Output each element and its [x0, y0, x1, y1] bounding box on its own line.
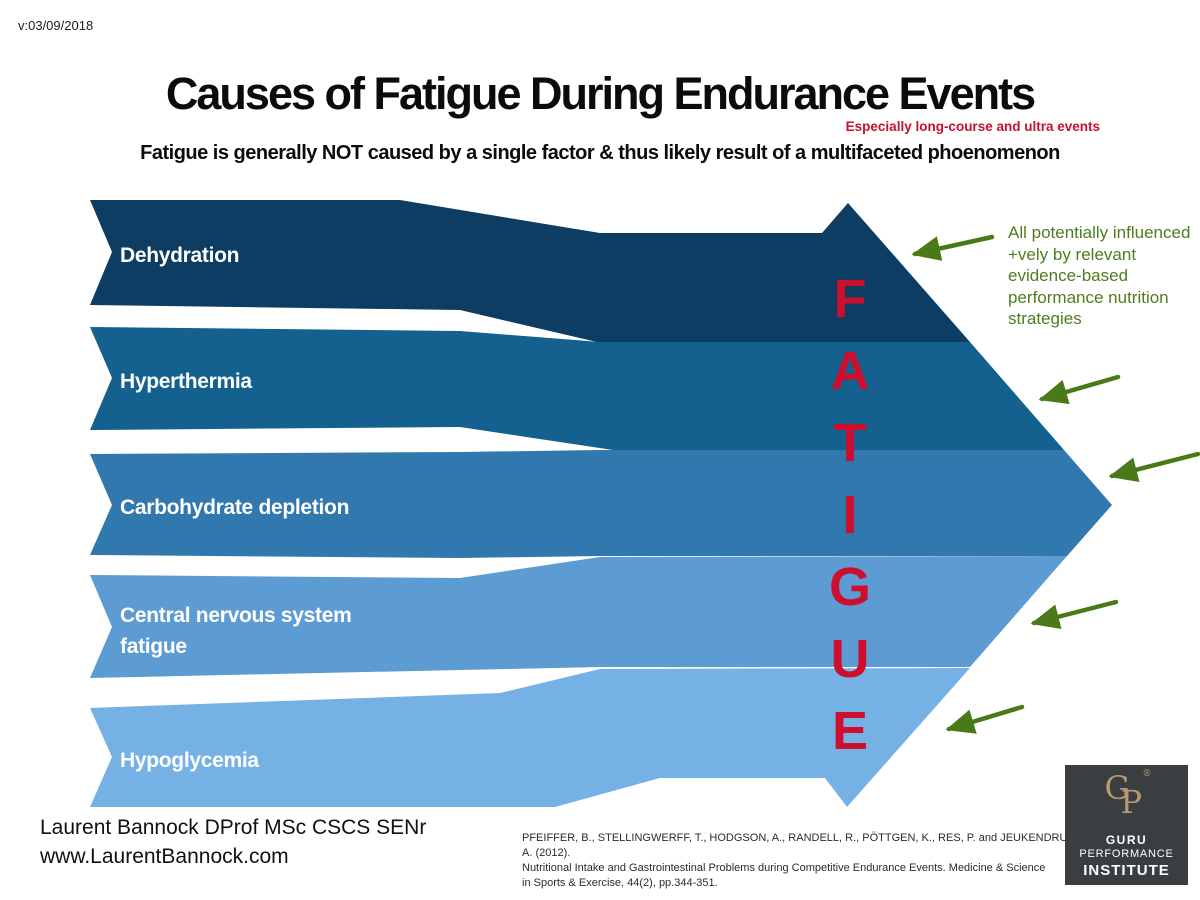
citation-line: PFEIFFER, B., STELLINGWERFF, T., HODGSON… — [522, 832, 1077, 859]
guru-performance-institute-logo: G P ® GURU PERFORMANCE INSTITUTE — [1065, 765, 1188, 885]
reference-citation: PFEIFFER, B., STELLINGWERFF, T., HODGSON… — [522, 831, 1082, 891]
fatigue-letter-g: G — [828, 557, 871, 617]
band-label-dehydration: Dehydration — [120, 244, 240, 267]
band-label-hyperthermia: Hyperthermia — [120, 370, 252, 393]
logo-line-guru: GURU — [1105, 833, 1148, 847]
registered-trademark-icon: ® — [1142, 769, 1152, 779]
logo-line-institute: INSTITUTE — [1083, 861, 1170, 879]
green-arrow-icon — [1030, 599, 1119, 629]
band-hypoglycemia-shape — [90, 668, 970, 807]
green-arrow-icon — [911, 234, 995, 261]
citation-line: in Sports & Exercise, 44(2), pp.344-351. — [522, 877, 718, 889]
green-arrow-icon — [1108, 451, 1200, 482]
fatigue-letter-f: F — [833, 269, 867, 329]
green-arrow-icon — [945, 704, 1025, 734]
nutrition-influence-arrows — [911, 234, 1200, 734]
fatigue-letter-t: T — [833, 413, 867, 473]
nutrition-annotation: All potentially influenced +vely by rele… — [1008, 223, 1191, 328]
author-credentials: Laurent Bannock DProf MSc CSCS SENr — [40, 816, 427, 839]
band-label-carbohydrate-depletion: Carbohydrate depletion — [120, 496, 350, 519]
green-arrow-icon — [1038, 374, 1121, 405]
page-subtitle: Fatigue is generally NOT caused by a sin… — [140, 142, 1060, 164]
band-hyperthermia-shape — [90, 327, 1064, 450]
author-website-link[interactable]: www.LaurentBannock.com — [40, 845, 289, 868]
citation-line: Nutritional Intake and Gastrointestinal … — [522, 862, 1046, 874]
fatigue-letter-u: U — [830, 629, 870, 689]
monogram-letter-g: G — [1104, 769, 1131, 807]
title-tagline: Especially long-course and ultra events — [845, 119, 1100, 134]
gp-monogram-icon: G P ® — [1099, 769, 1155, 829]
version-label: v:03/09/2018 — [18, 18, 94, 33]
fatigue-letter-e: E — [831, 701, 869, 761]
fatigue-letter-i: I — [842, 485, 858, 545]
monogram-letter-p: P — [1120, 783, 1143, 821]
fatigue-letter-a: A — [830, 341, 870, 401]
band-cns-fatigue-shape — [90, 556, 1067, 678]
logo-line-performance: PERFORMANCE — [1079, 848, 1174, 860]
page-title: Causes of Fatigue During Endurance Event… — [165, 68, 1036, 119]
band-label-hypoglycemia: Hypoglycemia — [120, 749, 259, 772]
logo-wordmark: GURU PERFORMANCE INSTITUTE — [1079, 833, 1173, 881]
band-carbohydrate-depletion-shape — [90, 450, 1112, 558]
band-label-cns-fatigue: Central nervous system fatigue — [120, 604, 352, 658]
band-dehydration-shape — [90, 200, 970, 342]
